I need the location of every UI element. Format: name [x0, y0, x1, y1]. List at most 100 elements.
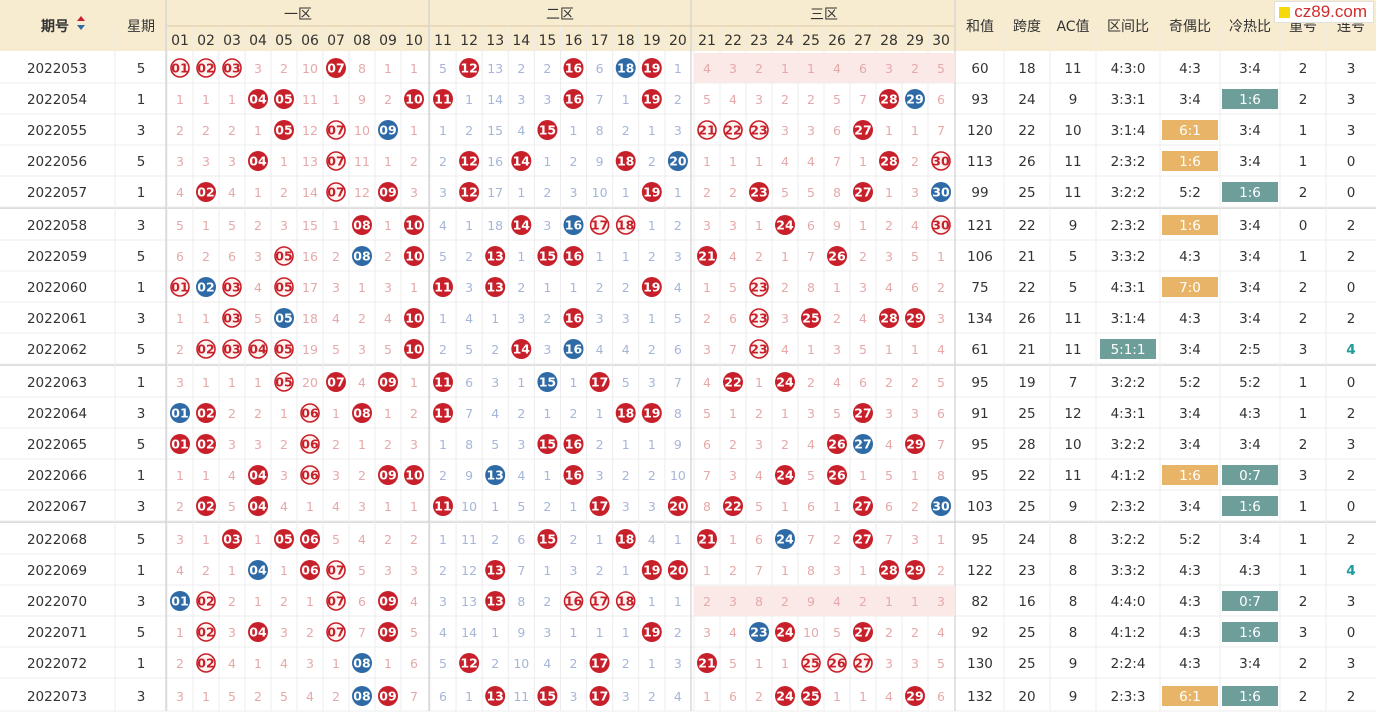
ball-label: 15: [539, 689, 556, 704]
ball-label: 16: [565, 342, 583, 357]
miss-count: 1: [648, 218, 656, 233]
miss-count: 1: [410, 123, 418, 138]
miss-count: 4: [807, 154, 815, 169]
miss-count: 1: [703, 563, 711, 578]
ball-label: 10: [405, 342, 423, 357]
miss-count: 3: [410, 437, 418, 452]
ball-label: 01: [171, 280, 188, 295]
cell-sum: 99: [971, 185, 988, 201]
row-background: [0, 366, 1376, 397]
miss-count: 1: [543, 280, 551, 295]
miss-count: 3: [254, 61, 262, 76]
highlight-hot-cold: [1222, 622, 1278, 642]
miss-count: 2: [648, 249, 656, 264]
miss-count: 6: [729, 311, 737, 326]
cell-zone_ratio: 3:3:1: [1111, 92, 1146, 108]
ball-label: 08: [353, 406, 370, 421]
header-number-20: 20: [669, 33, 687, 49]
miss-count: 2: [358, 468, 366, 483]
red-ball: [404, 465, 424, 485]
miss-count: 5: [755, 499, 763, 514]
miss-count: 3: [622, 499, 630, 514]
miss-count: 1: [859, 218, 867, 233]
blue-ball: [563, 339, 584, 359]
miss-count: 4: [228, 468, 236, 483]
ball-label: 24: [776, 375, 794, 390]
blue-ball: [853, 434, 873, 454]
miss-count: 3: [674, 123, 682, 138]
red-ball: [459, 182, 480, 202]
cell-odd_even: 6:1: [1179, 689, 1201, 705]
miss-count: 1: [306, 594, 314, 609]
miss-count: 1: [491, 625, 499, 640]
ball-label: 09: [379, 123, 396, 138]
outline-ball: [326, 120, 346, 140]
red-ball: [667, 560, 688, 580]
miss-count: 3: [465, 280, 473, 295]
red-ball: [879, 89, 899, 109]
red-ball: [433, 496, 453, 516]
cell-odd_even: 5:2: [1179, 185, 1201, 201]
miss-count: 2: [755, 61, 763, 76]
ball-label: 28: [880, 92, 897, 107]
site-watermark: cz89.com: [1274, 1, 1374, 23]
cell-hot_cold: 3:4: [1239, 249, 1261, 265]
miss-count: 2: [596, 280, 604, 295]
red-ball: [853, 622, 873, 642]
ball-label: 09: [379, 185, 396, 200]
miss-count: 2: [622, 656, 630, 671]
miss-count: 3: [755, 437, 763, 452]
miss-count: 1: [570, 123, 578, 138]
cell-period: 2022070: [27, 594, 87, 610]
red-ball: [248, 622, 268, 642]
highlight-odd-even: [1162, 465, 1218, 485]
miss-count: 1: [911, 468, 919, 483]
miss-count: 2: [807, 92, 815, 107]
outline-ball: [723, 120, 743, 140]
blue-ball: [378, 120, 398, 140]
miss-count: 2: [729, 185, 737, 200]
ball-label: 02: [197, 406, 214, 421]
cell-period: 2022062: [27, 342, 87, 358]
red-ball: [697, 529, 717, 549]
ball-label: 07: [327, 123, 344, 138]
miss-count: 1: [937, 532, 945, 547]
miss-count: 1: [410, 375, 418, 390]
miss-count: 6: [859, 375, 867, 390]
cell-hot_cold: 2:5: [1239, 342, 1261, 358]
miss-count: 2: [570, 656, 578, 671]
red-ball: [905, 434, 925, 454]
cell-span: 28: [1018, 437, 1035, 453]
miss-count: 2: [703, 311, 711, 326]
ball-label: 10: [405, 311, 423, 326]
ball-label: 26: [828, 468, 846, 483]
miss-count: 16: [487, 154, 503, 169]
header-number-25: 25: [802, 33, 820, 49]
red-ball: [589, 686, 610, 706]
miss-count: 1: [517, 375, 525, 390]
cell-sum: 60: [971, 61, 988, 77]
cell-ac: 11: [1064, 61, 1081, 77]
miss-count: 7: [410, 689, 418, 704]
cell-zone_ratio: 3:2:2: [1111, 185, 1146, 201]
miss-count: 2: [228, 123, 236, 138]
miss-count: 3: [543, 92, 551, 107]
miss-count: 11: [302, 92, 318, 107]
miss-count: 1: [202, 311, 210, 326]
cell-consec: 0: [1347, 375, 1356, 391]
ball-label: 11: [434, 406, 451, 421]
miss-count: 1: [358, 437, 366, 452]
cell-consec: 0: [1347, 625, 1356, 641]
ball-label: 24: [776, 218, 794, 233]
ball-label: 27: [854, 499, 871, 514]
miss-count: 1: [833, 689, 841, 704]
cell-weekday: 3: [137, 406, 146, 422]
cell-repeat: 2: [1299, 280, 1308, 296]
miss-count: 1: [202, 468, 210, 483]
miss-count: 9: [596, 154, 604, 169]
cell-odd_even: 7:0: [1179, 280, 1201, 296]
miss-count: 2: [596, 563, 604, 578]
ball-label: 16: [565, 311, 583, 326]
red-ball: [641, 89, 662, 109]
cell-sum: 95: [971, 375, 988, 391]
